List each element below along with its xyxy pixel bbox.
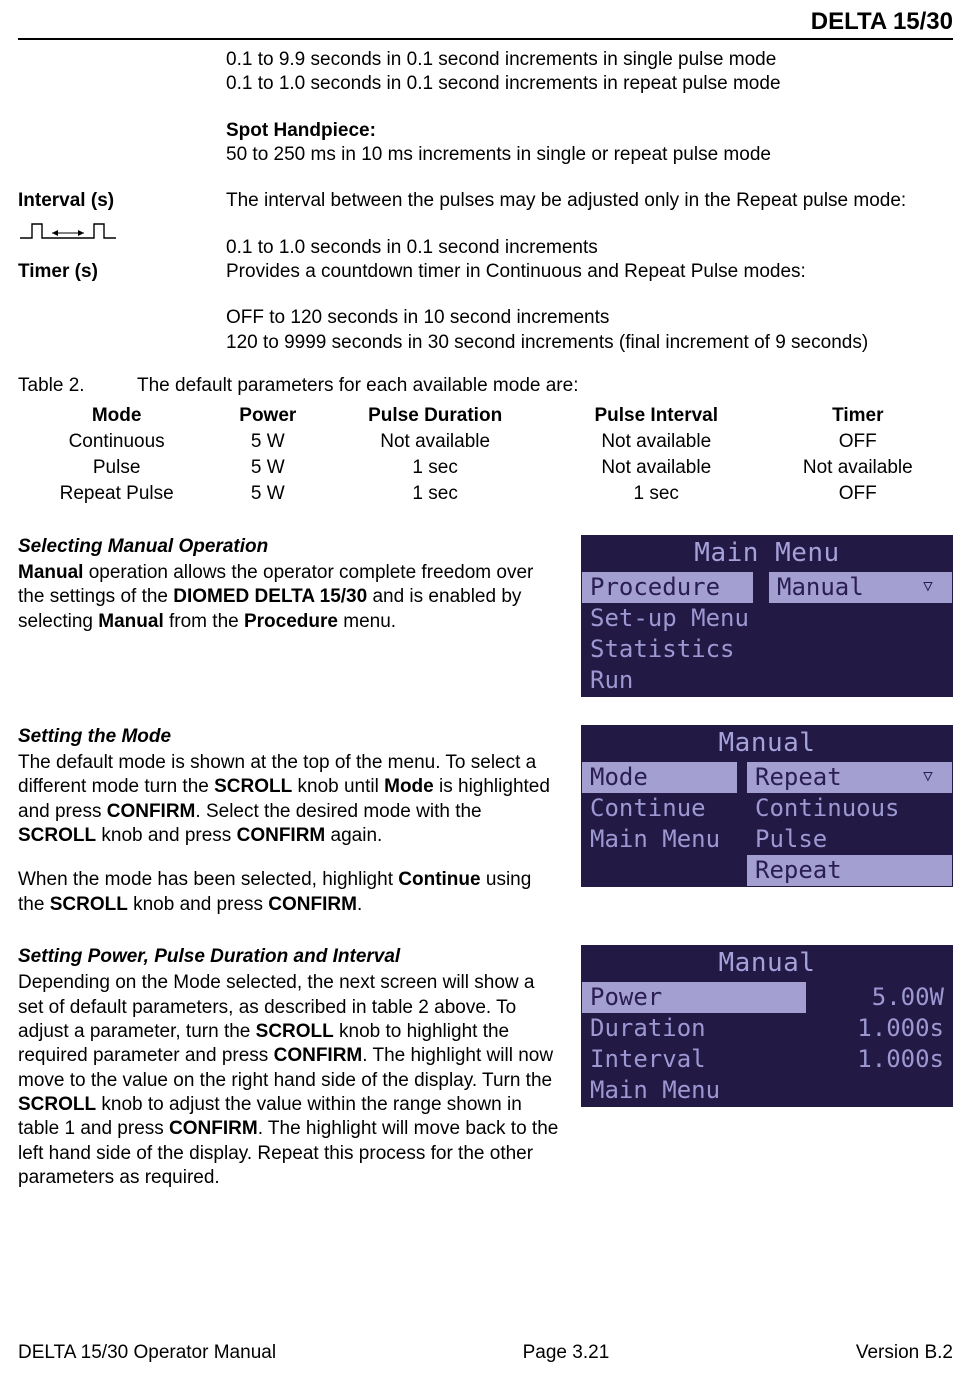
- col-power: Power: [215, 403, 320, 429]
- s1-heading: Selecting Manual Operation: [18, 535, 561, 559]
- timer-body-2: OFF to 120 seconds in 10 second incremen…: [226, 306, 953, 330]
- definition-block: 0.1 to 9.9 seconds in 0.1 second increme…: [18, 48, 953, 355]
- table-row: Pulse 5 W 1 sec Not available Not availa…: [18, 455, 953, 481]
- table-row: Continuous 5 W Not available Not availab…: [18, 429, 953, 455]
- page: DELTA 15/30 0.1 to 9.9 seconds in 0.1 se…: [0, 0, 971, 1374]
- intro-line-1: 0.1 to 9.9 seconds in 0.1 second increme…: [226, 48, 953, 72]
- mode-selected-value[interactable]: Repeat: [747, 762, 904, 793]
- param-duration-value: 1.000s: [806, 1013, 952, 1044]
- s3-heading: Setting Power, Pulse Duration and Interv…: [18, 945, 561, 969]
- device-screen-mode: Manual Mode Continue Main Menu Repeat ▽ …: [581, 725, 953, 887]
- interval-label: Interval (s): [18, 190, 114, 211]
- spot-heading: Spot Handpiece:: [226, 119, 953, 143]
- footer-left: DELTA 15/30 Operator Manual: [18, 1342, 276, 1364]
- param-power-value: 5.00W: [806, 982, 952, 1013]
- page-footer: DELTA 15/30 Operator Manual Page 3.21 Ve…: [18, 1342, 953, 1364]
- menu-item-main-menu[interactable]: Main Menu: [582, 824, 737, 855]
- timer-body-3: 120 to 9999 seconds in 30 second increme…: [226, 331, 953, 355]
- default-params-table: Mode Power Pulse Duration Pulse Interval…: [18, 403, 953, 507]
- col-timer: Timer: [763, 403, 953, 429]
- device-title: Main Menu: [582, 536, 952, 572]
- param-interval-label[interactable]: Interval: [582, 1044, 806, 1075]
- col-interval: Pulse Interval: [550, 403, 763, 429]
- param-power-label[interactable]: Power: [582, 982, 806, 1013]
- col-duration: Pulse Duration: [320, 403, 550, 429]
- footer-center: Page 3.21: [523, 1342, 610, 1364]
- spot-body: 50 to 250 ms in 10 ms increments in sing…: [226, 143, 953, 167]
- mode-option-continuous[interactable]: Continuous: [747, 793, 952, 824]
- table2-caption: Table 2. The default parameters for each…: [18, 375, 953, 397]
- menu-item-run[interactable]: Run: [582, 665, 952, 696]
- dropdown-icon[interactable]: ▽: [904, 762, 952, 793]
- mode-option-pulse[interactable]: Pulse: [747, 824, 952, 855]
- menu-item-statistics[interactable]: Statistics: [582, 634, 952, 665]
- footer-right: Version B.2: [856, 1342, 953, 1364]
- device-title: Manual: [582, 946, 952, 982]
- dropdown-icon[interactable]: ▽: [904, 572, 952, 603]
- page-header: DELTA 15/30: [18, 8, 953, 40]
- section-selecting-manual: Selecting Manual Operation Manual operat…: [18, 535, 953, 697]
- device-title: Manual: [582, 726, 952, 762]
- interval-waveform-icon: [18, 218, 218, 251]
- timer-body-1: Provides a countdown timer in Continuous…: [226, 260, 953, 284]
- section-setting-mode: Setting the Mode The default mode is sho…: [18, 725, 953, 917]
- param-main-menu[interactable]: Main Menu: [582, 1075, 806, 1106]
- timer-label: Timer (s): [18, 261, 98, 282]
- mode-option-repeat[interactable]: Repeat: [747, 855, 952, 886]
- s2-heading: Setting the Mode: [18, 725, 561, 749]
- param-duration-label[interactable]: Duration: [582, 1013, 806, 1044]
- param-interval-value: 1.000s: [806, 1044, 952, 1075]
- section-setting-power: Setting Power, Pulse Duration and Interv…: [18, 945, 953, 1190]
- procedure-value[interactable]: Manual: [769, 572, 904, 603]
- table-header-row: Mode Power Pulse Duration Pulse Interval…: [18, 403, 953, 429]
- menu-item-continue[interactable]: Continue: [582, 793, 737, 824]
- menu-item-mode[interactable]: Mode: [582, 762, 737, 793]
- menu-item-setup[interactable]: Set-up Menu: [582, 603, 952, 634]
- table2-text: The default parameters for each availabl…: [137, 375, 578, 396]
- interval-body-1: The interval between the pulses may be a…: [226, 189, 953, 213]
- interval-body-2: 0.1 to 1.0 seconds in 0.1 second increme…: [226, 236, 953, 260]
- intro-line-2: 0.1 to 1.0 seconds in 0.1 second increme…: [226, 72, 953, 96]
- table-row: Repeat Pulse 5 W 1 sec 1 sec OFF: [18, 481, 953, 507]
- col-mode: Mode: [18, 403, 215, 429]
- menu-item-procedure[interactable]: Procedure: [582, 572, 753, 603]
- device-screen-params: Manual Power 5.00W Duration 1.000s Inter…: [581, 945, 953, 1107]
- header-title: DELTA 15/30: [811, 8, 953, 35]
- device-screen-main-menu: Main Menu Procedure Manual ▽ Set-up Menu…: [581, 535, 953, 697]
- table2-label: Table 2.: [18, 375, 85, 396]
